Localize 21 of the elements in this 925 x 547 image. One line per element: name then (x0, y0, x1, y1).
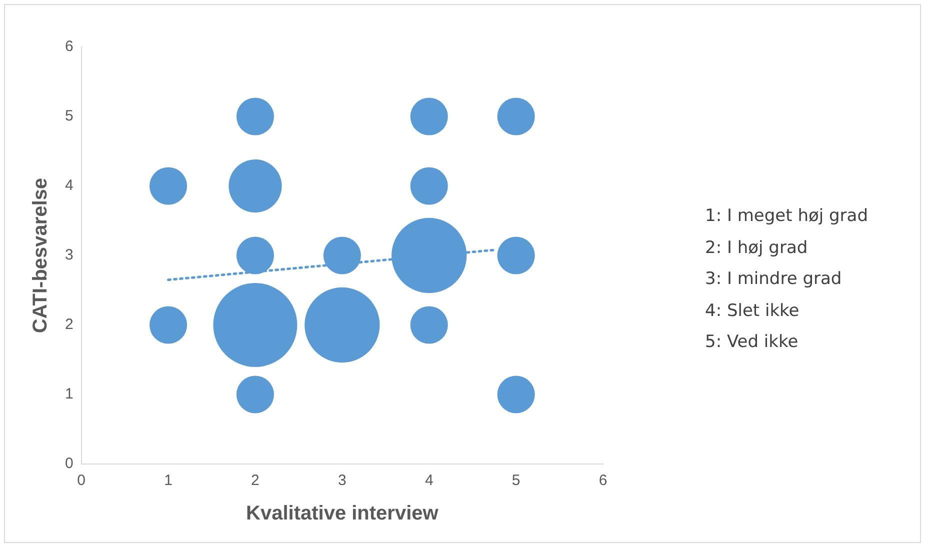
text: 3: I mindre grad (705, 268, 843, 291)
x-axis-title: Kvalitative interview (246, 502, 439, 525)
text: 4: Slet ikke (705, 300, 800, 322)
x-tick-label: 6 (598, 472, 608, 490)
y-tick-label: 5 (65, 108, 74, 125)
x-tick-label: 2 (251, 472, 260, 490)
y-tick-label: 0 (65, 455, 74, 472)
text: 1: I meget høj grad (705, 205, 868, 228)
x-tick-label: 3 (338, 472, 346, 490)
text: 2: I høj grad (705, 236, 809, 260)
x-tick-label: 5 (512, 472, 520, 490)
y-tick-label: 2 (65, 316, 74, 334)
x-tick-label: 1 (164, 472, 172, 490)
x-tick-label: 0 (77, 472, 86, 490)
y-axis-title: CATI-besvarelse (30, 178, 52, 334)
y-tick-label: 6 (65, 38, 74, 56)
text: 5: Ved ikke (705, 331, 800, 354)
x-tick-label: 4 (424, 472, 434, 490)
y-tick-label: 3 (65, 246, 74, 264)
y-tick-label: 4 (65, 177, 74, 194)
y-tick-label: 1 (65, 386, 74, 403)
